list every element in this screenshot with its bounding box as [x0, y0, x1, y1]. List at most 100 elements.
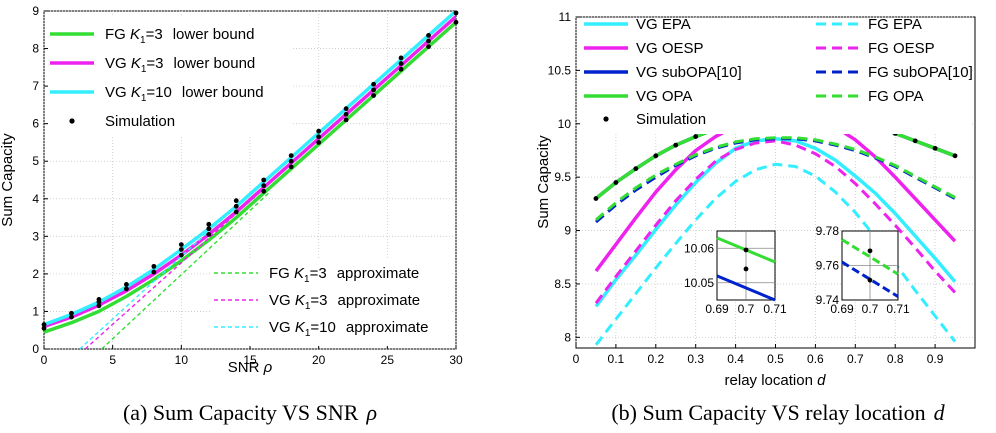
simulation-point-a	[398, 61, 404, 66]
y-axis-label-b: Sum Capacity	[535, 135, 552, 229]
legend-entry-b-7-label: FG OPA	[868, 88, 924, 105]
series-fg-k1-3-approximate-a	[101, 190, 272, 349]
legend-entry-a-approx-2-label: VG K1=10 approximate	[269, 319, 428, 339]
simulation-point-a	[371, 93, 376, 98]
legend-b: VG EPA VG OESP VG subOPA[10] VG OPA FG EPA FG…	[580, 16, 973, 134]
legend-entry-b-3-label: FG OESP	[868, 40, 935, 57]
tick-label-y-a: 2	[32, 267, 39, 281]
grid-a	[43, 10, 457, 350]
inset-tick-x-r: 0.7	[862, 302, 879, 316]
simulation-point-b	[932, 145, 938, 151]
tick-label-x-b: 0.8	[887, 352, 904, 366]
simulation-point-a	[398, 66, 404, 72]
tick-label-x-a: 5	[109, 353, 116, 367]
inset-left: 0.69 0.7 0.71 10.06 10.05	[684, 230, 787, 316]
tick-label-x-a: 10	[175, 353, 189, 367]
legend-entry-b-0-label: VG EPA	[636, 16, 691, 33]
legend-entry-b-sim-label: Simulation	[636, 111, 706, 128]
legend-a: FG K1=3 lower bound VG K1=3 lower bound VG K…	[48, 15, 293, 137]
simulation-point-a	[41, 325, 47, 331]
tick-label-y-a: 1	[32, 304, 39, 318]
caption-a-text: (a) Sum Capacity VS SNR	[123, 400, 359, 425]
series-fg-k1-3-lower-bound-a	[44, 20, 456, 334]
simulation-point-a	[316, 134, 322, 140]
series-vg-k1-10-lower-bound-a	[44, 11, 456, 327]
simulation-point-a	[233, 209, 239, 215]
simulation-point-a	[343, 106, 349, 112]
simulation-point-a	[178, 242, 184, 247]
legend-entry-a-3-label: Simulation	[105, 113, 175, 130]
tick-label-y-b: 8	[564, 330, 571, 344]
tick-label-x-b: 0	[573, 352, 580, 366]
tick-label-y-b: 11	[559, 10, 572, 24]
legend-entry-a-0-label: FG K1=3 lower bound	[105, 26, 254, 46]
simulation-point-b	[613, 180, 619, 185]
tick-label-x-b: 0.1	[608, 352, 625, 366]
legend-entry-a-3-marker	[69, 118, 75, 124]
series-fg-oesp-b	[594, 139, 957, 305]
tick-label-x-b: 0.6	[807, 352, 824, 366]
simulation-point-a	[426, 33, 431, 38]
tick-label-y-a: 4	[32, 192, 39, 206]
x-axis-symbol-b: d	[817, 372, 826, 389]
legend-entry-a-approx-0-label: FG K1=3 approximate	[269, 265, 419, 285]
caption-a: (a) Sum Capacity VS SNR ρ	[123, 400, 377, 425]
inset-tick-x-r: 0.71	[886, 302, 910, 316]
simulation-point-a	[371, 87, 376, 93]
inset-tick-x-l: 0.7	[738, 302, 755, 316]
simulation-point-a	[261, 188, 267, 194]
legend-entry-a-approx-1-label: VG K1=3 approximate	[269, 292, 420, 312]
x-axis-label-a: SNR ρ	[228, 359, 273, 376]
tick-label-x-a: 25	[381, 353, 395, 367]
tick-label-x-b: 0.3	[687, 352, 704, 366]
tick-label-y-b: 9	[564, 224, 571, 238]
simulation-point-a	[96, 303, 102, 309]
simulation-point-a	[426, 38, 431, 44]
x-axis-label-b: relay location d	[725, 372, 827, 389]
simulation-point-b	[693, 134, 699, 139]
inset-right: 0.69 0.7 0.71 9.78 9.76 9.74	[816, 224, 910, 316]
series-group-a	[41, 10, 459, 349]
simulation-point-a	[69, 314, 74, 320]
tick-label-y-a: 7	[32, 79, 39, 93]
tick-label-y-a: 6	[32, 117, 39, 131]
tick-label-y-b: 9.5	[554, 170, 571, 184]
simulation-point-a	[124, 282, 129, 287]
inset-point-r	[867, 277, 873, 283]
y-axis-label-a: Sum Capacity	[0, 133, 16, 227]
tick-label-x-b: 0.9	[927, 352, 944, 366]
simulation-point-a	[206, 226, 212, 232]
tick-label-x-b: 0.4	[727, 352, 744, 366]
caption-a-symbol: ρ	[365, 400, 377, 425]
tick-label-x-b: 0.7	[847, 352, 864, 366]
legend-entry-b-4-label: VG subOPA[10]	[636, 64, 742, 81]
simulation-point-a	[343, 111, 349, 117]
series-fg-opa-b	[595, 136, 956, 222]
caption-b-text: (b) Sum Capacity VS relay location	[611, 400, 925, 425]
simulation-point-a	[124, 286, 129, 292]
legend-entry-b-6-label: VG OPA	[636, 88, 692, 105]
legend-entry-b-sim-marker	[603, 116, 609, 122]
simulation-point-b	[912, 138, 918, 144]
simulation-point-a	[178, 247, 184, 252]
legend-entry-a-2-label: VG K1=10 lower bound	[105, 84, 264, 104]
tick-label-y-b: 10.5	[548, 63, 572, 77]
simulation-point-a	[261, 183, 267, 189]
tick-label-y-a: 0	[32, 342, 39, 356]
simulation-point-a	[426, 44, 431, 50]
simulation-point-a	[288, 153, 294, 158]
simulation-point-b	[952, 153, 958, 159]
x-axis-symbol-a: ρ	[263, 359, 273, 376]
legend-entry-a-1-label: VG K1=3 lower bound	[105, 55, 255, 75]
inset-series-r-0	[841, 238, 899, 276]
chart-sum-capacity-vs-snr: 0 5 10 15 20 25 30 0 1 2 3 4 5 6 7 8 9 Sum Capacity SNR …	[0, 4, 463, 425]
inset-tick-y-r: 9.76	[816, 259, 840, 273]
inset-point-r	[867, 248, 873, 254]
simulation-point-b	[633, 166, 639, 172]
chart-sum-capacity-vs-relay-location: 0 0.1 0.2 0.3 0.4 0.5 0.6 0.7 0.8 0.9 8 8.5 9 9.5 10 10…	[535, 10, 976, 425]
simulation-point-a	[261, 177, 267, 183]
inset-tick-x-l: 0.69	[705, 302, 729, 316]
simulation-point-a	[151, 263, 157, 269]
caption-b: (b) Sum Capacity VS relay location d	[611, 400, 945, 425]
